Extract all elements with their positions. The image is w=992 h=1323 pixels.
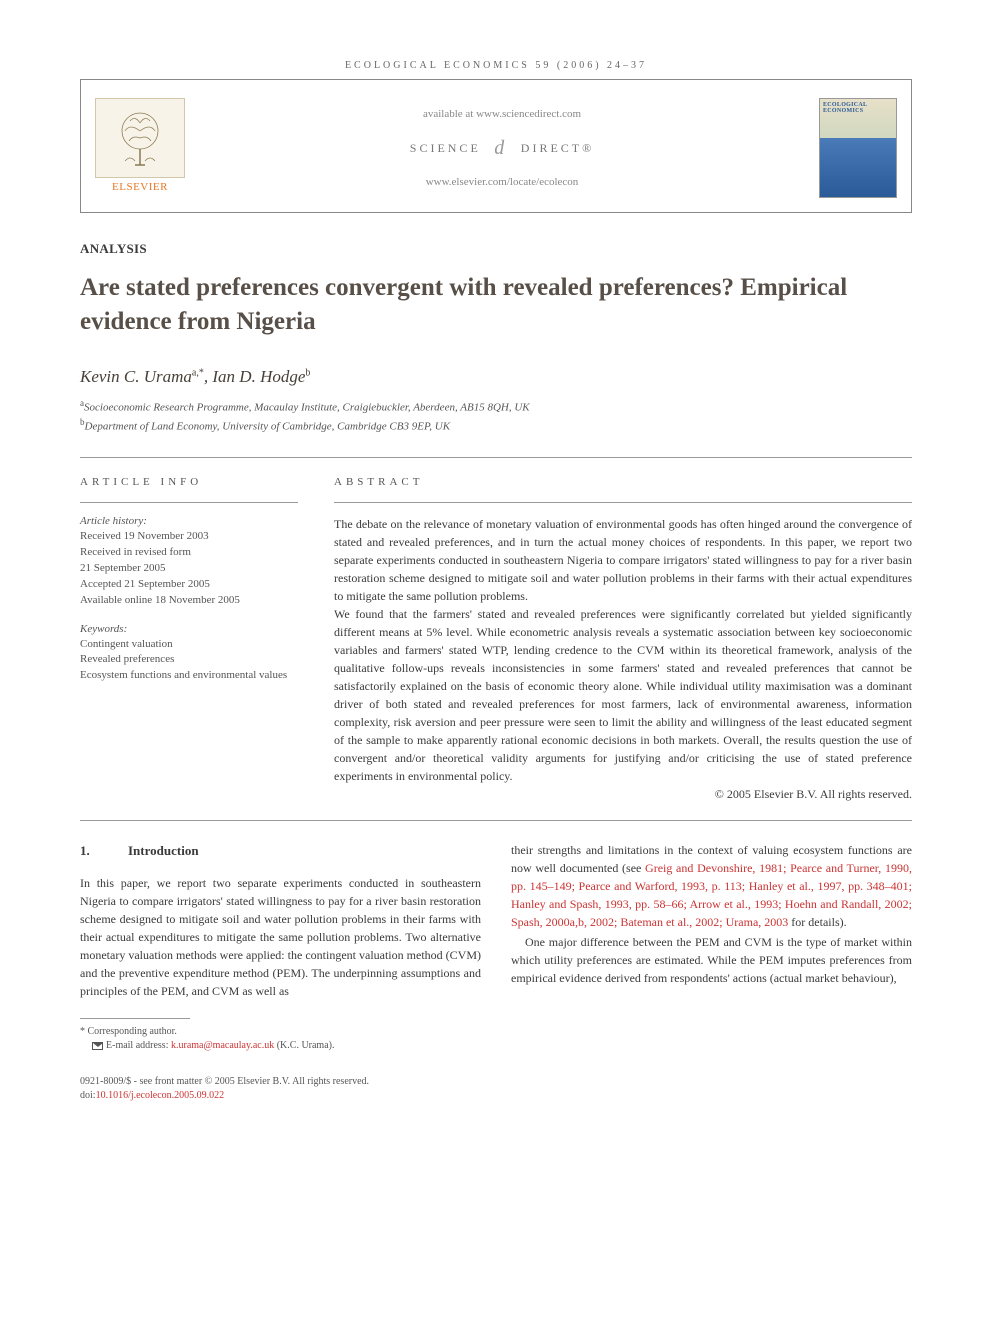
header-center: available at www.sciencedirect.com SCIEN…: [185, 108, 819, 188]
history-revised-1: Received in revised form: [80, 545, 298, 561]
article-info-heading: ARTICLE INFO: [80, 476, 298, 488]
abstract-block: ABSTRACT The debate on the relevance of …: [334, 476, 912, 802]
article-info-block: ARTICLE INFO Article history: Received 1…: [80, 476, 298, 802]
journal-cover-thumbnail: ECOLOGICAL ECONOMICS: [819, 98, 897, 198]
corresponding-author-note: * Corresponding author. E-mail address: …: [80, 1025, 481, 1053]
article-footer-info: 0921-8009/$ - see front matter © 2005 El…: [80, 1075, 481, 1103]
history-label: Article history:: [80, 515, 298, 527]
intro-col2-para2: One major difference between the PEM and…: [511, 933, 912, 987]
divider-bottom: [80, 820, 912, 821]
author-2-name: Ian D. Hodge: [212, 367, 305, 386]
history-accepted: Accepted 21 September 2005: [80, 577, 298, 593]
abstract-copyright: © 2005 Elsevier B.V. All rights reserved…: [334, 787, 912, 802]
article-section-label: ANALYSIS: [80, 241, 912, 257]
keyword-1: Contingent valuation: [80, 637, 298, 653]
journal-running-head: ECOLOGICAL ECONOMICS 59 (2006) 24–37: [80, 60, 912, 71]
cover-journal-title: ECOLOGICAL ECONOMICS: [823, 102, 896, 114]
sd-left: SCIENCE: [410, 141, 481, 156]
history-revised-2: 21 September 2005: [80, 561, 298, 577]
available-at-text: available at www.sciencedirect.com: [185, 108, 819, 120]
history-online: Available online 18 November 2005: [80, 593, 298, 609]
corr-email[interactable]: k.urama@macaulay.ac.uk: [171, 1040, 274, 1051]
author-1-affil-marker: a,: [192, 367, 199, 378]
section-1-number: 1.: [80, 841, 128, 861]
body-column-right: their strengths and limitations in the c…: [511, 841, 912, 1104]
footer-copyright-line: 0921-8009/$ - see front matter © 2005 El…: [80, 1075, 481, 1089]
author-list: Kevin C. Uramaa,*, Ian D. Hodgeb: [80, 367, 912, 387]
section-1-heading: 1.Introduction: [80, 841, 481, 861]
corr-email-who: (K.C. Urama).: [274, 1040, 334, 1051]
author-2-affil-marker: b: [305, 367, 310, 378]
intro-col2-para1: their strengths and limitations in the c…: [511, 841, 912, 931]
abstract-divider: [334, 502, 912, 503]
affiliation-a: aSocioeconomic Research Programme, Macau…: [80, 397, 912, 416]
sciencedirect-swirl-icon: d: [487, 134, 515, 162]
doi-label: doi:: [80, 1090, 96, 1101]
sd-right: DIRECT®: [521, 141, 594, 156]
keywords-label: Keywords:: [80, 623, 298, 635]
doi-link[interactable]: 10.1016/j.ecolecon.2005.09.022: [96, 1090, 225, 1101]
abstract-heading: ABSTRACT: [334, 476, 912, 488]
publisher-logo-block: ELSEVIER: [95, 98, 185, 198]
body-column-left: 1.Introduction In this paper, we report …: [80, 841, 481, 1104]
author-1-name: Kevin C. Urama: [80, 367, 192, 386]
publisher-name: ELSEVIER: [95, 181, 185, 193]
abstract-para-2: We found that the farmers' stated and re…: [334, 605, 912, 785]
intro-col1-para1: In this paper, we report two separate ex…: [80, 874, 481, 1000]
sciencedirect-logo: SCIENCE d DIRECT®: [185, 134, 819, 162]
article-title: Are stated preferences convergent with r…: [80, 271, 912, 339]
journal-homepage-url: www.elsevier.com/locate/ecolecon: [185, 176, 819, 188]
affiliation-b: bDepartment of Land Economy, University …: [80, 416, 912, 435]
info-divider: [80, 502, 298, 503]
elsevier-tree-icon: [95, 98, 185, 178]
abstract-para-1: The debate on the relevance of monetary …: [334, 515, 912, 605]
keyword-2: Revealed preferences: [80, 652, 298, 668]
section-1-title: Introduction: [128, 843, 199, 858]
affiliation-list: aSocioeconomic Research Programme, Macau…: [80, 397, 912, 435]
email-label: E-mail address:: [106, 1040, 168, 1051]
footnote-divider: [80, 1018, 190, 1019]
corr-label: * Corresponding author.: [80, 1025, 481, 1039]
journal-header-box: ELSEVIER available at www.sciencedirect.…: [80, 79, 912, 213]
mail-icon: [92, 1042, 103, 1050]
keyword-3: Ecosystem functions and environmental va…: [80, 668, 298, 684]
history-received: Received 19 November 2003: [80, 529, 298, 545]
